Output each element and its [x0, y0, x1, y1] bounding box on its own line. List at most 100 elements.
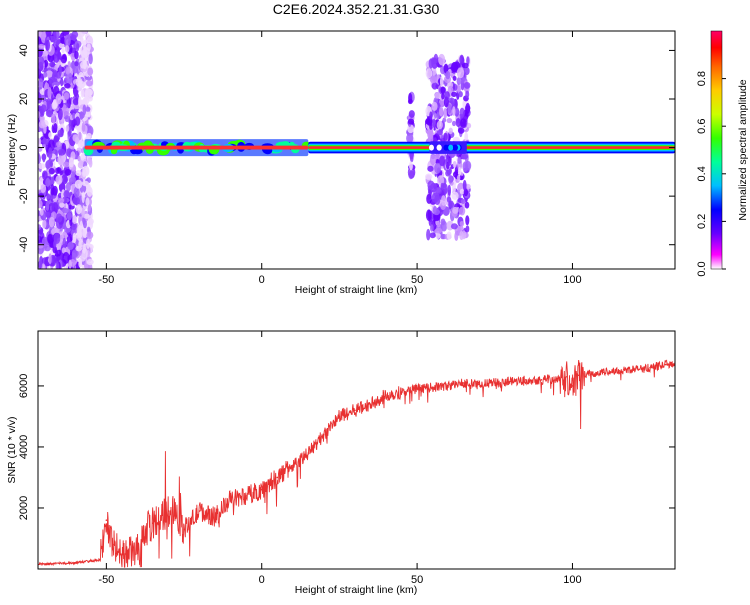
- spectrogram-noise-mark: [77, 79, 83, 92]
- spectrogram-noise-mark: [441, 93, 445, 100]
- colorbar: 0.0 0.2 0.4 0.6 0.8 Normalized spectral ampl…: [696, 30, 749, 277]
- spectrogram-noise-mark: [466, 56, 470, 66]
- spectrogram-noise-mark: [38, 224, 42, 231]
- spectrogram-noise-mark: [71, 249, 79, 258]
- spectrogram-ytick-label: 0: [18, 145, 30, 151]
- spectrogram-noise-mark: [87, 157, 93, 165]
- spectrogram-noise-mark: [81, 207, 85, 218]
- spectrogram-noise-mark: [76, 229, 82, 241]
- colorbar-ticks: 0.0 0.2 0.4 0.6 0.8: [696, 71, 726, 277]
- spectrogram-noise-mark: [427, 165, 434, 172]
- spectrogram-noise-mark: [81, 121, 86, 132]
- spectrogram-noise-mark: [79, 61, 87, 69]
- spectrogram-noise-mark: [63, 190, 70, 198]
- spectrogram-noise-mark: [86, 258, 94, 266]
- spectrogram-noise-mark: [57, 148, 66, 156]
- spectrogram-ytick-label: -40: [18, 237, 30, 253]
- spectrogram-noise-mark: [459, 230, 464, 241]
- snr-data-point: [99, 559, 101, 561]
- spectrogram-noise-mark: [443, 107, 448, 119]
- colorbar-tick-label: 0.4: [696, 166, 708, 181]
- spectrogram-noise-mark: [452, 206, 459, 214]
- snr-data-point: [136, 549, 139, 552]
- carrier-burst-speckle: [448, 144, 454, 151]
- spectrogram-noise-mark: [62, 252, 70, 264]
- spectrogram-noise-mark: [66, 212, 72, 221]
- spectrogram-noise-mark: [53, 122, 58, 134]
- spectrogram-noise-mark: [38, 56, 45, 67]
- spectrogram-noise-mark: [48, 216, 55, 228]
- spectrogram-noise-mark: [57, 197, 65, 204]
- spectrogram-xtick-label: 0: [259, 274, 265, 286]
- spectrogram-noise-mark: [53, 135, 60, 143]
- spectrogram-noise-mark: [61, 46, 65, 54]
- spectrogram-noise-mark: [459, 220, 465, 227]
- snr-data-point: [145, 528, 148, 531]
- spectrogram-noise-mark: [48, 253, 52, 265]
- spectrogram-noise-mark: [38, 163, 46, 170]
- spectrogram-noise-mark: [425, 118, 433, 125]
- spectrogram-noise-mark: [444, 187, 448, 194]
- spectrogram-noise-mark: [431, 82, 438, 90]
- spectrogram-noise-mark: [81, 180, 89, 187]
- spectrogram-noise-mark: [74, 61, 79, 67]
- spectrogram-noise-mark: [55, 93, 62, 105]
- spectrogram-noise-mark: [79, 159, 84, 167]
- spectrogram-noise-mark: [446, 196, 452, 203]
- spectrogram-noise-mark: [79, 31, 88, 35]
- spectrogram-noise-mark: [80, 153, 85, 161]
- snr-data-point: [587, 372, 589, 375]
- spectrogram-noise-mark: [82, 228, 88, 239]
- spectrogram-noise-mark: [38, 152, 41, 164]
- spectrogram-noise-mark: [438, 53, 446, 66]
- snr-data-point: [214, 516, 216, 518]
- spectrogram-noise-mark: [434, 92, 441, 99]
- spectrogram-ytick-label: 20: [18, 93, 30, 105]
- snr-ytick-label: 4000: [18, 435, 30, 459]
- spectrogram-noise-mark: [58, 42, 65, 49]
- spectrogram-noise-mark: [432, 206, 438, 215]
- spectrogram-noise-mark: [429, 232, 436, 239]
- spectrogram-noise-mark: [71, 112, 76, 120]
- spectrogram-noise-mark: [61, 208, 70, 214]
- spectrogram-noise-mark: [407, 124, 415, 134]
- spectrogram-noise-mark: [452, 161, 457, 168]
- snr-data-point: [462, 382, 465, 384]
- spectrogram-noise-mark: [426, 228, 431, 241]
- spectrogram-noise-mark: [45, 159, 53, 170]
- snr-data-point: [540, 379, 543, 381]
- spectrogram-noise-mark: [456, 67, 465, 79]
- spectrogram-noise-mark: [48, 132, 52, 139]
- snr-data-point: [183, 528, 185, 531]
- spectrogram-noise-mark: [45, 211, 50, 218]
- spectrogram-noise-mark: [45, 109, 54, 118]
- carrier-burst-speckle: [452, 144, 458, 151]
- spectrogram-noise-mark: [82, 165, 90, 177]
- spectrogram-noise-mark: [73, 186, 80, 198]
- spectrogram-noise-mark: [64, 115, 70, 123]
- spectrogram-noise-mark: [57, 129, 64, 137]
- spectrogram-noise-mark: [63, 92, 70, 100]
- spectrogram-noise-mark: [41, 50, 49, 57]
- spectrogram-noise-mark: [85, 238, 91, 249]
- spectrogram-noise-mark: [75, 204, 83, 215]
- snr-data-point: [74, 562, 77, 564]
- spectrogram-noise-mark: [82, 220, 87, 229]
- spectrogram-noise-mark: [64, 226, 71, 233]
- spectrogram-noise-mark: [64, 168, 72, 176]
- snr-data-point: [385, 394, 387, 396]
- spectrogram-noise-mark: [42, 219, 47, 229]
- spectrogram-noise-mark: [38, 78, 44, 90]
- spectrogram-noise-mark: [439, 155, 446, 167]
- spectrogram-noise-mark: [61, 247, 66, 254]
- snr-data-point: [229, 498, 232, 500]
- spectrogram-noise-mark: [52, 245, 57, 254]
- spectrogram-noise-mark: [462, 161, 469, 172]
- snr-data-point: [121, 554, 123, 557]
- spectrogram-noise-mark: [43, 71, 48, 78]
- snr-data-point: [447, 385, 449, 387]
- spectrogram-noise-mark: [464, 201, 470, 209]
- spectrogram-noise-mark: [445, 170, 451, 177]
- spectrogram-noise-mark: [52, 38, 58, 44]
